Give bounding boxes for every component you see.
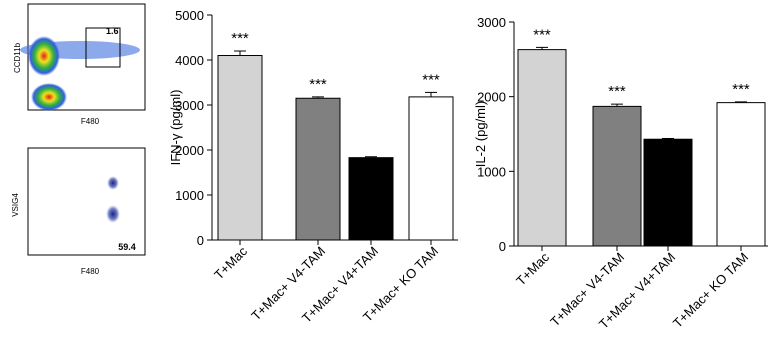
- x-tick-label: T+Mac: [513, 249, 552, 288]
- x-tick-label: T+Mac: [211, 243, 250, 282]
- bar: [408, 96, 454, 241]
- x-axis-label: F480: [81, 117, 100, 126]
- y-axis-label: CCD11b: [13, 42, 22, 73]
- gate: [85, 27, 121, 68]
- y-tick-label: 1000: [477, 164, 506, 179]
- density-cluster: [107, 176, 119, 190]
- significance: ***: [309, 76, 327, 93]
- y-tick-label: 2000: [477, 90, 506, 105]
- x-tick-label: T+Mac+ KO TAM: [670, 250, 751, 331]
- y-tick-label: 0: [499, 239, 506, 254]
- bar: [592, 105, 642, 247]
- y-tick-label: 5000: [175, 8, 204, 23]
- significance: ***: [608, 83, 626, 100]
- density-cluster: [106, 205, 120, 223]
- bar: [643, 138, 693, 247]
- y-tick-label: 1000: [175, 188, 204, 203]
- y-tick-label: 4000: [175, 53, 204, 68]
- y-tick-label: 2000: [175, 143, 204, 158]
- density-cluster: [28, 36, 60, 76]
- significance: ***: [422, 71, 440, 88]
- bar: [295, 97, 341, 241]
- significance: ***: [732, 81, 750, 98]
- x-axis-label: F480: [81, 267, 100, 276]
- bar: [716, 102, 766, 247]
- y-axis-label: IFN-γ (pg/ml): [168, 90, 183, 166]
- y-axis-label: VSIG4: [11, 193, 20, 217]
- density-cluster: [31, 83, 67, 111]
- y-tick-label: 3000: [175, 98, 204, 113]
- y-tick-label: 3000: [477, 15, 506, 30]
- significance: ***: [533, 26, 551, 43]
- gate-value: 1.6: [106, 26, 119, 36]
- flow-plot-1: 1.6 CCD11b F480: [13, 3, 146, 126]
- flow-plot-2: 59.4 VSIG4 F480: [11, 147, 146, 276]
- significance: ***: [231, 30, 249, 47]
- gate-value: 59.4: [118, 242, 136, 252]
- bar: [217, 55, 263, 241]
- plot-frame: [27, 147, 146, 256]
- bar: [348, 157, 394, 241]
- bar: [517, 49, 567, 247]
- y-tick-label: 0: [197, 233, 204, 248]
- y-axis-label: IL-2 (pg/ml): [473, 101, 488, 167]
